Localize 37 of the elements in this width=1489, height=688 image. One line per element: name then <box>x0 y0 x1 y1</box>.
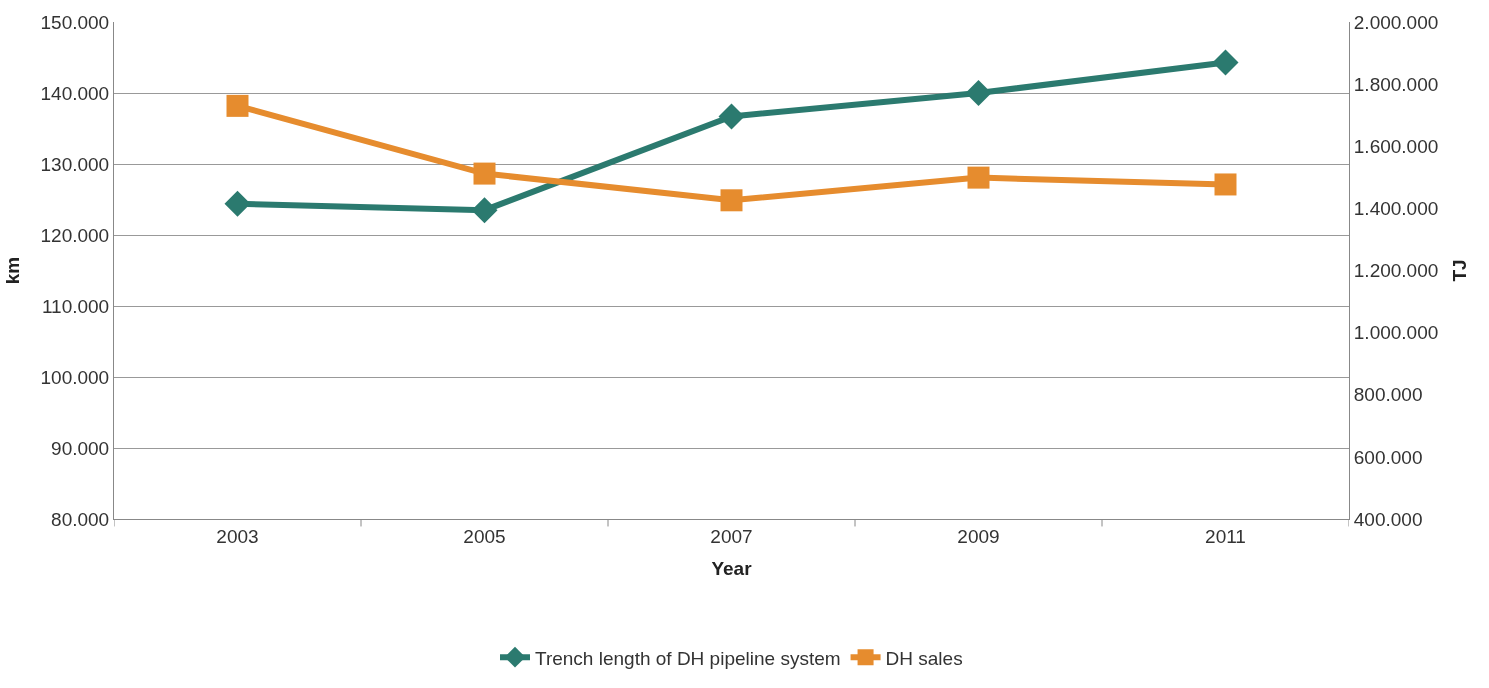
x-tick-label: 2005 <box>463 525 506 547</box>
x-tick-label: 2011 <box>1205 525 1246 547</box>
y-tick-label: 140.000 <box>40 82 110 104</box>
y-tick-label: 100.000 <box>40 366 110 388</box>
y2-tick-label: 2.000.000 <box>1353 11 1439 33</box>
y2-tick-label: 800.000 <box>1353 384 1423 406</box>
y2-axis-title: TJ <box>1449 259 1471 282</box>
legend-label: DH sales <box>885 647 963 669</box>
point <box>224 190 251 217</box>
point <box>965 80 992 106</box>
point <box>1212 49 1239 76</box>
legend-label: Trench length of DH pipeline system <box>535 647 841 669</box>
point <box>967 166 990 189</box>
y2-tick-label: 1.600.000 <box>1353 135 1439 157</box>
x-tick-label: 2009 <box>957 525 1000 547</box>
y2-tick-label: 1.400.000 <box>1353 198 1439 220</box>
point <box>226 94 249 117</box>
y2-tick-label: 1.800.000 <box>1353 73 1439 95</box>
y2-tick-label: 1.200.000 <box>1353 260 1439 282</box>
y-tick-label: 120.000 <box>40 224 110 246</box>
point <box>473 162 496 185</box>
x-tick-label: 2007 <box>710 525 753 547</box>
point <box>720 189 743 212</box>
x-axis-title: Year <box>711 557 753 579</box>
y2-tick-label: 1.000.000 <box>1353 322 1439 344</box>
point <box>1214 173 1237 196</box>
y-axis-title: km <box>2 256 24 285</box>
y-tick-label: 110.000 <box>41 295 110 317</box>
y-tick-label: 130.000 <box>40 153 110 175</box>
x-tick-label: 2003 <box>216 525 259 547</box>
y-tick-label: 90.000 <box>51 437 110 459</box>
y2-tick-label: 600.000 <box>1353 446 1423 468</box>
point <box>718 103 745 130</box>
y-tick-label: 80.000 <box>51 508 110 530</box>
y2-tick-label: 400.000 <box>1353 508 1423 530</box>
y-tick-label: 150.000 <box>40 11 110 33</box>
point <box>471 197 498 224</box>
